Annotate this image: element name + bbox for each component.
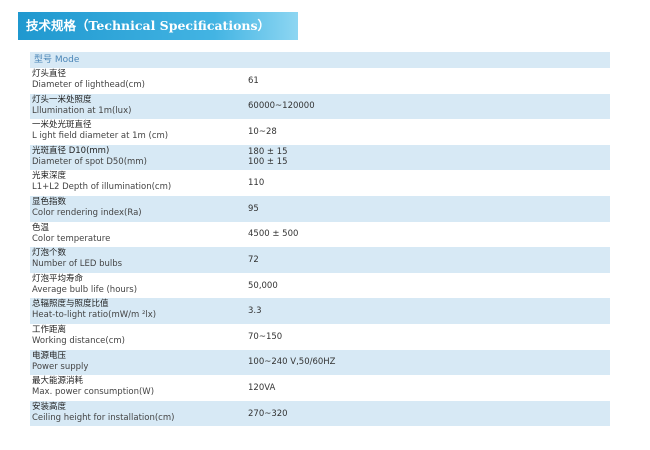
spec-label-cn: 光斑直径 D10(mm) <box>32 145 110 156</box>
spec-label-cn: 安装高度 <box>32 401 67 412</box>
spec-value: 70~150 <box>248 331 283 342</box>
spec-row: 色温 Color temperature 4500 ± 500 <box>30 222 610 248</box>
spec-label-en: Color temperature <box>32 233 111 244</box>
spec-value: 10~28 <box>248 126 277 137</box>
spec-label-en: Heat-to-light ratio(mW/m ²lx) <box>32 310 157 321</box>
spec-value: 61 <box>248 75 259 86</box>
spec-value: 3.3 <box>248 306 262 317</box>
spec-label-cn: 色温 <box>32 222 50 233</box>
spec-label-en: Working distance(cm) <box>32 335 125 346</box>
spec-row: 光束深度 L1+L2 Depth of illumination(cm) 110 <box>30 170 610 196</box>
spec-label-cn: 光束深度 <box>32 171 67 182</box>
spec-label-cn: 工作距离 <box>32 324 67 335</box>
spec-label-cn: 灯头一米处照度 <box>32 94 92 105</box>
spec-label-en: Lllumination at 1m(lux) <box>32 105 132 116</box>
spec-value: 180 ± 15 100 ± 15 <box>248 147 288 167</box>
header-title-cn: 技术规格 <box>26 18 77 33</box>
spec-label-cn: 显色指数 <box>32 196 67 207</box>
spec-label-en: Ceiling height for installation(cm) <box>32 412 175 423</box>
spec-label-en: Number of LED bulbs <box>32 259 123 270</box>
spec-label-en: L1+L2 Depth of illumination(cm) <box>32 182 172 193</box>
spec-row: 光斑直径 D10(mm) Diameter of spot D50(mm) 180 … <box>30 144 610 171</box>
spec-row: 灯头直径 Diameter of lighthead(cm) 61 <box>30 68 610 94</box>
header-title-en: （Technical Specifications） <box>76 18 271 33</box>
spec-row: 显色指数 Color rendering index(Ra) 95 <box>30 195 610 222</box>
spec-value: 270~320 <box>248 408 288 419</box>
spec-row: 灯泡个数 Number of LED bulbs 72 <box>30 247 610 273</box>
spec-label-en: Power supply <box>32 361 89 372</box>
spec-label-cn: 灯泡个数 <box>32 248 67 259</box>
spec-label-en: Color rendering index(Ra) <box>32 207 142 218</box>
spec-label-cn: 灯头直径 <box>32 69 67 79</box>
spec-value: 100~240 V,50/60HZ <box>248 357 336 368</box>
spec-label-cn: 总辐照度与照度比值 <box>32 299 109 310</box>
spec-rows: 灯头直径 Diameter of lighthead(cm) 61 灯头一米处照度 Ll… <box>30 68 610 427</box>
spec-row: 最大能源消耗 Max. power consumption(W) 120VA <box>30 375 610 401</box>
spec-table: 型号 Mode 灯头直径 Diameter of lighthead(cm) 61 灯… <box>30 52 610 427</box>
spec-row: 安装高度 Ceiling height for installation(cm) 2… <box>30 400 610 427</box>
spec-value: 95 <box>248 203 259 214</box>
spec-value: 110 <box>248 178 265 189</box>
spec-row: 总辐照度与照度比值 Heat-to-light ratio(mW/m ²lx) 3.… <box>30 298 610 324</box>
spec-label-cn: 电源电压 <box>32 350 67 361</box>
spec-row: 电源电压 Power supply 100~240 V,50/60HZ <box>30 349 610 376</box>
spec-label-cn: 灯泡平均寿命 <box>32 273 84 284</box>
spec-value-line: 180 ± 15 <box>248 146 288 157</box>
spec-label-en: L ight field diameter at 1m (cm) <box>32 131 169 142</box>
spec-row: 工作距离 Working distance(cm) 70~150 <box>30 324 610 350</box>
spec-label-cn: 一米处光斑直径 <box>32 120 92 131</box>
spec-label-cn: 最大能源消耗 <box>32 376 84 387</box>
spec-label-en: Max. power consumption(W) <box>32 387 155 398</box>
spec-row: 灯泡平均寿命 Average bulb life (hours) 50,000 <box>30 273 610 299</box>
spec-value: 72 <box>248 254 259 265</box>
spec-label-en: Diameter of lighthead(cm) <box>32 80 145 90</box>
spec-label-en: Diameter of spot D50(mm) <box>32 156 147 167</box>
model-row: 型号 Mode <box>30 52 610 68</box>
spec-value: 50,000 <box>248 280 278 291</box>
spec-row: 灯头一米处照度 Lllumination at 1m(lux) 60000~1200… <box>30 93 610 120</box>
spec-row: 一米处光斑直径 L ight field diameter at 1m (cm) 1… <box>30 119 610 145</box>
spec-value: 4500 ± 500 <box>248 229 299 240</box>
spec-value: 120VA <box>248 382 276 393</box>
section-header: 技术规格（Technical Specifications） <box>18 12 298 40</box>
spec-value: 60000~120000 <box>248 101 315 112</box>
spec-label-en: Average bulb life (hours) <box>32 284 138 295</box>
spec-value-line: 100 ± 15 <box>248 156 288 167</box>
